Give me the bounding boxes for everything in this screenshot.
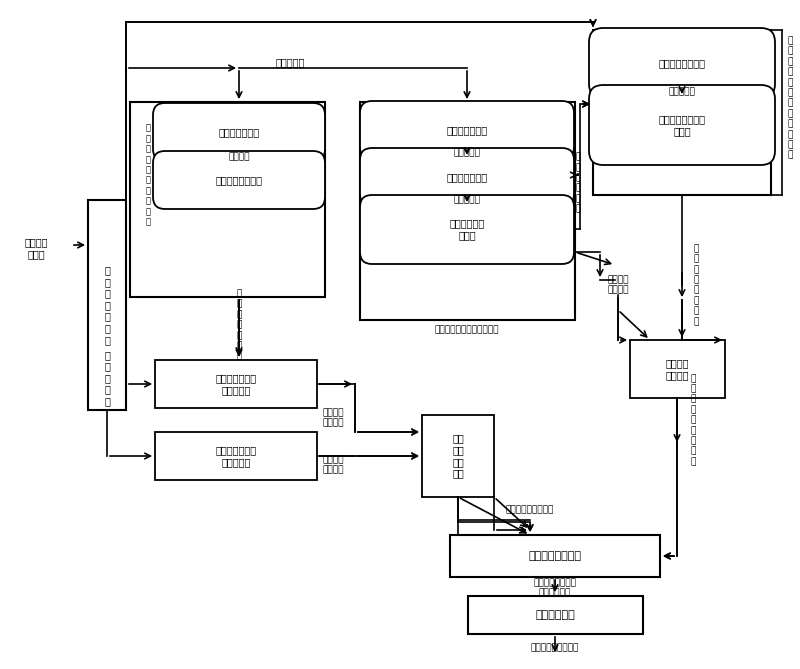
Text: 测试图像
纹理模型: 测试图像 纹理模型 <box>322 456 344 475</box>
FancyBboxPatch shape <box>589 28 775 98</box>
Text: 测试形状模型构建
子装置: 测试形状模型构建 子装置 <box>658 114 706 136</box>
Text: 身份识别装置: 身份识别装置 <box>535 610 575 620</box>
Text: 人
脸
特
征
子
空
间: 人 脸 特 征 子 空 间 <box>236 289 242 361</box>
FancyBboxPatch shape <box>360 195 574 264</box>
Text: 子空间张成子装置: 子空间张成子装置 <box>215 175 262 185</box>
FancyBboxPatch shape <box>360 148 574 206</box>
FancyBboxPatch shape <box>450 535 660 577</box>
Text: 样
本
集
划
分
装
置: 样 本 集 划 分 装 置 <box>104 265 110 345</box>
Text: 距高度量融合装置: 距高度量融合装置 <box>529 551 582 561</box>
FancyBboxPatch shape <box>153 103 325 161</box>
Text: 测
试
图
像
形
状
模
型
建
立
装
置: 测 试 图 像 形 状 模 型 建 立 装 置 <box>787 36 793 160</box>
Text: 训练图像集: 训练图像集 <box>275 57 305 67</box>
Text: 特征点集合: 特征点集合 <box>669 88 695 96</box>
FancyBboxPatch shape <box>88 200 126 410</box>
Text: 特征点获取子装置: 特征点获取子装置 <box>658 58 706 68</box>
Text: 图像重排子装置: 图像重排子装置 <box>218 127 259 137</box>
Text: 人脸图像
样本集: 人脸图像 样本集 <box>24 237 48 259</box>
Text: 测试图像纹理模
型建立装置: 测试图像纹理模 型建立装置 <box>215 445 257 467</box>
Text: 纹理模型之间的距离: 纹理模型之间的距离 <box>506 506 554 514</box>
Text: 测
试
图
像
集: 测 试 图 像 集 <box>104 350 110 406</box>
Text: 剩余特征点: 剩余特征点 <box>454 195 481 205</box>
Text: 测试图像与训练图
像之间的距离: 测试图像与训练图 像之间的距离 <box>534 578 577 597</box>
FancyBboxPatch shape <box>155 432 317 480</box>
FancyBboxPatch shape <box>360 102 575 320</box>
Text: 特
征
脸
子
空
间
建
立
装
置: 特 征 脸 子 空 间 建 立 装 置 <box>146 124 150 226</box>
FancyBboxPatch shape <box>593 30 771 195</box>
Text: 纹理
模型
对比
装置: 纹理 模型 对比 装置 <box>452 434 464 478</box>
FancyBboxPatch shape <box>468 596 643 634</box>
FancyBboxPatch shape <box>360 101 574 159</box>
Text: 主
动
表
观
模
型: 主 动 表 观 模 型 <box>575 153 581 213</box>
Text: 测
试
图
像
形
状
模
型: 测 试 图 像 形 状 模 型 <box>694 244 698 326</box>
Text: 训练图像形状模型建立装置: 训练图像形状模型建立装置 <box>434 326 499 334</box>
Text: 形状模型建立
子装置: 形状模型建立 子装置 <box>450 218 485 240</box>
FancyBboxPatch shape <box>630 340 725 398</box>
Text: 训练图像纹理模
型建立装置: 训练图像纹理模 型建立装置 <box>215 373 257 395</box>
FancyBboxPatch shape <box>589 85 775 165</box>
Text: 形
状
模
型
之
间
的
距
离: 形 状 模 型 之 间 的 距 离 <box>690 374 696 466</box>
FancyBboxPatch shape <box>422 415 494 497</box>
Text: 训练图像
纹理模型: 训练图像 纹理模型 <box>322 408 344 427</box>
FancyBboxPatch shape <box>153 151 325 209</box>
Text: 手动标记子装置: 手动标记子装置 <box>446 125 487 135</box>
Text: 测试样本的身份信息: 测试样本的身份信息 <box>531 644 579 652</box>
Text: 图像矩阵: 图像矩阵 <box>228 153 250 161</box>
Text: 自动标记子装置: 自动标记子装置 <box>446 172 487 182</box>
Text: 特征点集合: 特征点集合 <box>454 149 481 157</box>
FancyBboxPatch shape <box>130 102 325 297</box>
FancyBboxPatch shape <box>155 360 317 408</box>
Text: 形状模型
对比装置: 形状模型 对比装置 <box>666 358 689 380</box>
Text: 训练图像
形状模型: 训练图像 形状模型 <box>607 276 629 295</box>
